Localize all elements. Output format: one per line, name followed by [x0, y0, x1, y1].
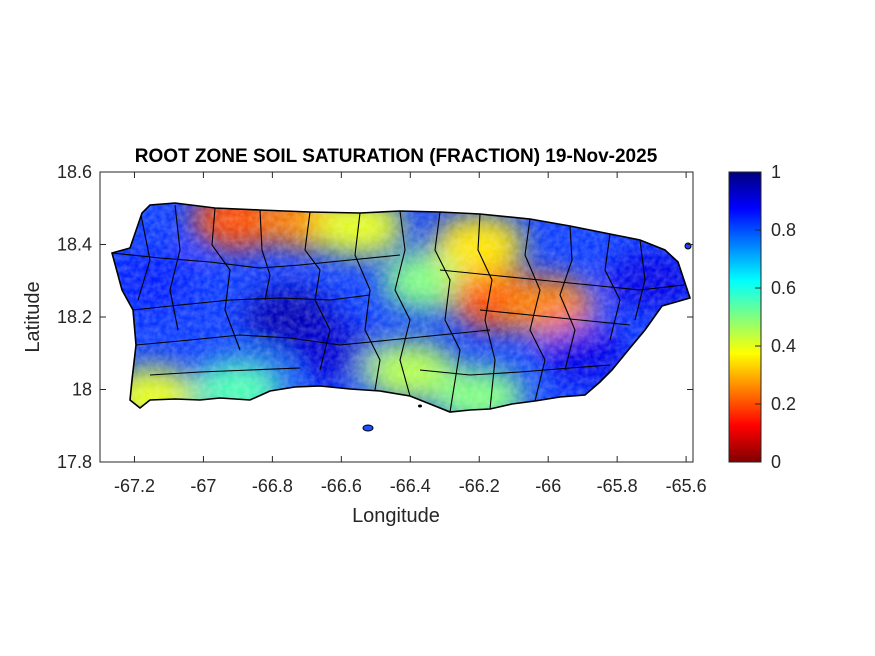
x-tick-label: -66 [535, 476, 561, 496]
x-tick-label: -65.6 [666, 476, 707, 496]
colorbar-tick-label: 0.2 [771, 394, 796, 414]
y-axis-label: Latitude [22, 281, 44, 352]
y-tick-label: 17.8 [57, 452, 92, 472]
colorbar-tick-label: 0.6 [771, 278, 796, 298]
x-tick-label: -65.8 [597, 476, 638, 496]
chart-title: ROOT ZONE SOIL SATURATION (FRACTION) 19-… [135, 146, 658, 167]
x-tick-label: -66.8 [252, 476, 293, 496]
municipality-boundaries [112, 204, 685, 412]
x-tick-label: -67 [190, 476, 216, 496]
colorbar-tick-label: 0.4 [771, 336, 796, 356]
y-tick-label: 18.2 [57, 307, 92, 327]
colorbar-tick-label: 0.8 [771, 220, 796, 240]
y-tick-label: 18 [72, 380, 92, 400]
island-culebrita [684, 242, 692, 250]
x-tick-label: -66.2 [459, 476, 500, 496]
island-caja-de-muerto [362, 424, 374, 432]
colorbar-tick-label: 0 [771, 452, 781, 472]
x-tick-label: -66.6 [321, 476, 362, 496]
colorbar-tick-label: 1 [771, 162, 781, 182]
y-axis: 18.6 18.4 18.2 18 17.8 [57, 162, 693, 472]
cay-south-west [418, 404, 422, 408]
colorbar-ticks: 1 0.8 0.6 0.4 0.2 0 [755, 162, 796, 472]
y-tick-label: 18.6 [57, 162, 92, 182]
colorbar [728, 171, 762, 463]
x-axis: -67.2 -67 -66.8 -66.6 -66.4 -66.2 -66 -65.8 -65.… [114, 172, 707, 496]
x-tick-label: -66.4 [390, 476, 431, 496]
map-texture [112, 203, 690, 412]
y-tick-label: 18.4 [57, 235, 92, 255]
x-axis-label: Longitude [352, 505, 440, 527]
x-tick-label: -67.2 [114, 476, 155, 496]
